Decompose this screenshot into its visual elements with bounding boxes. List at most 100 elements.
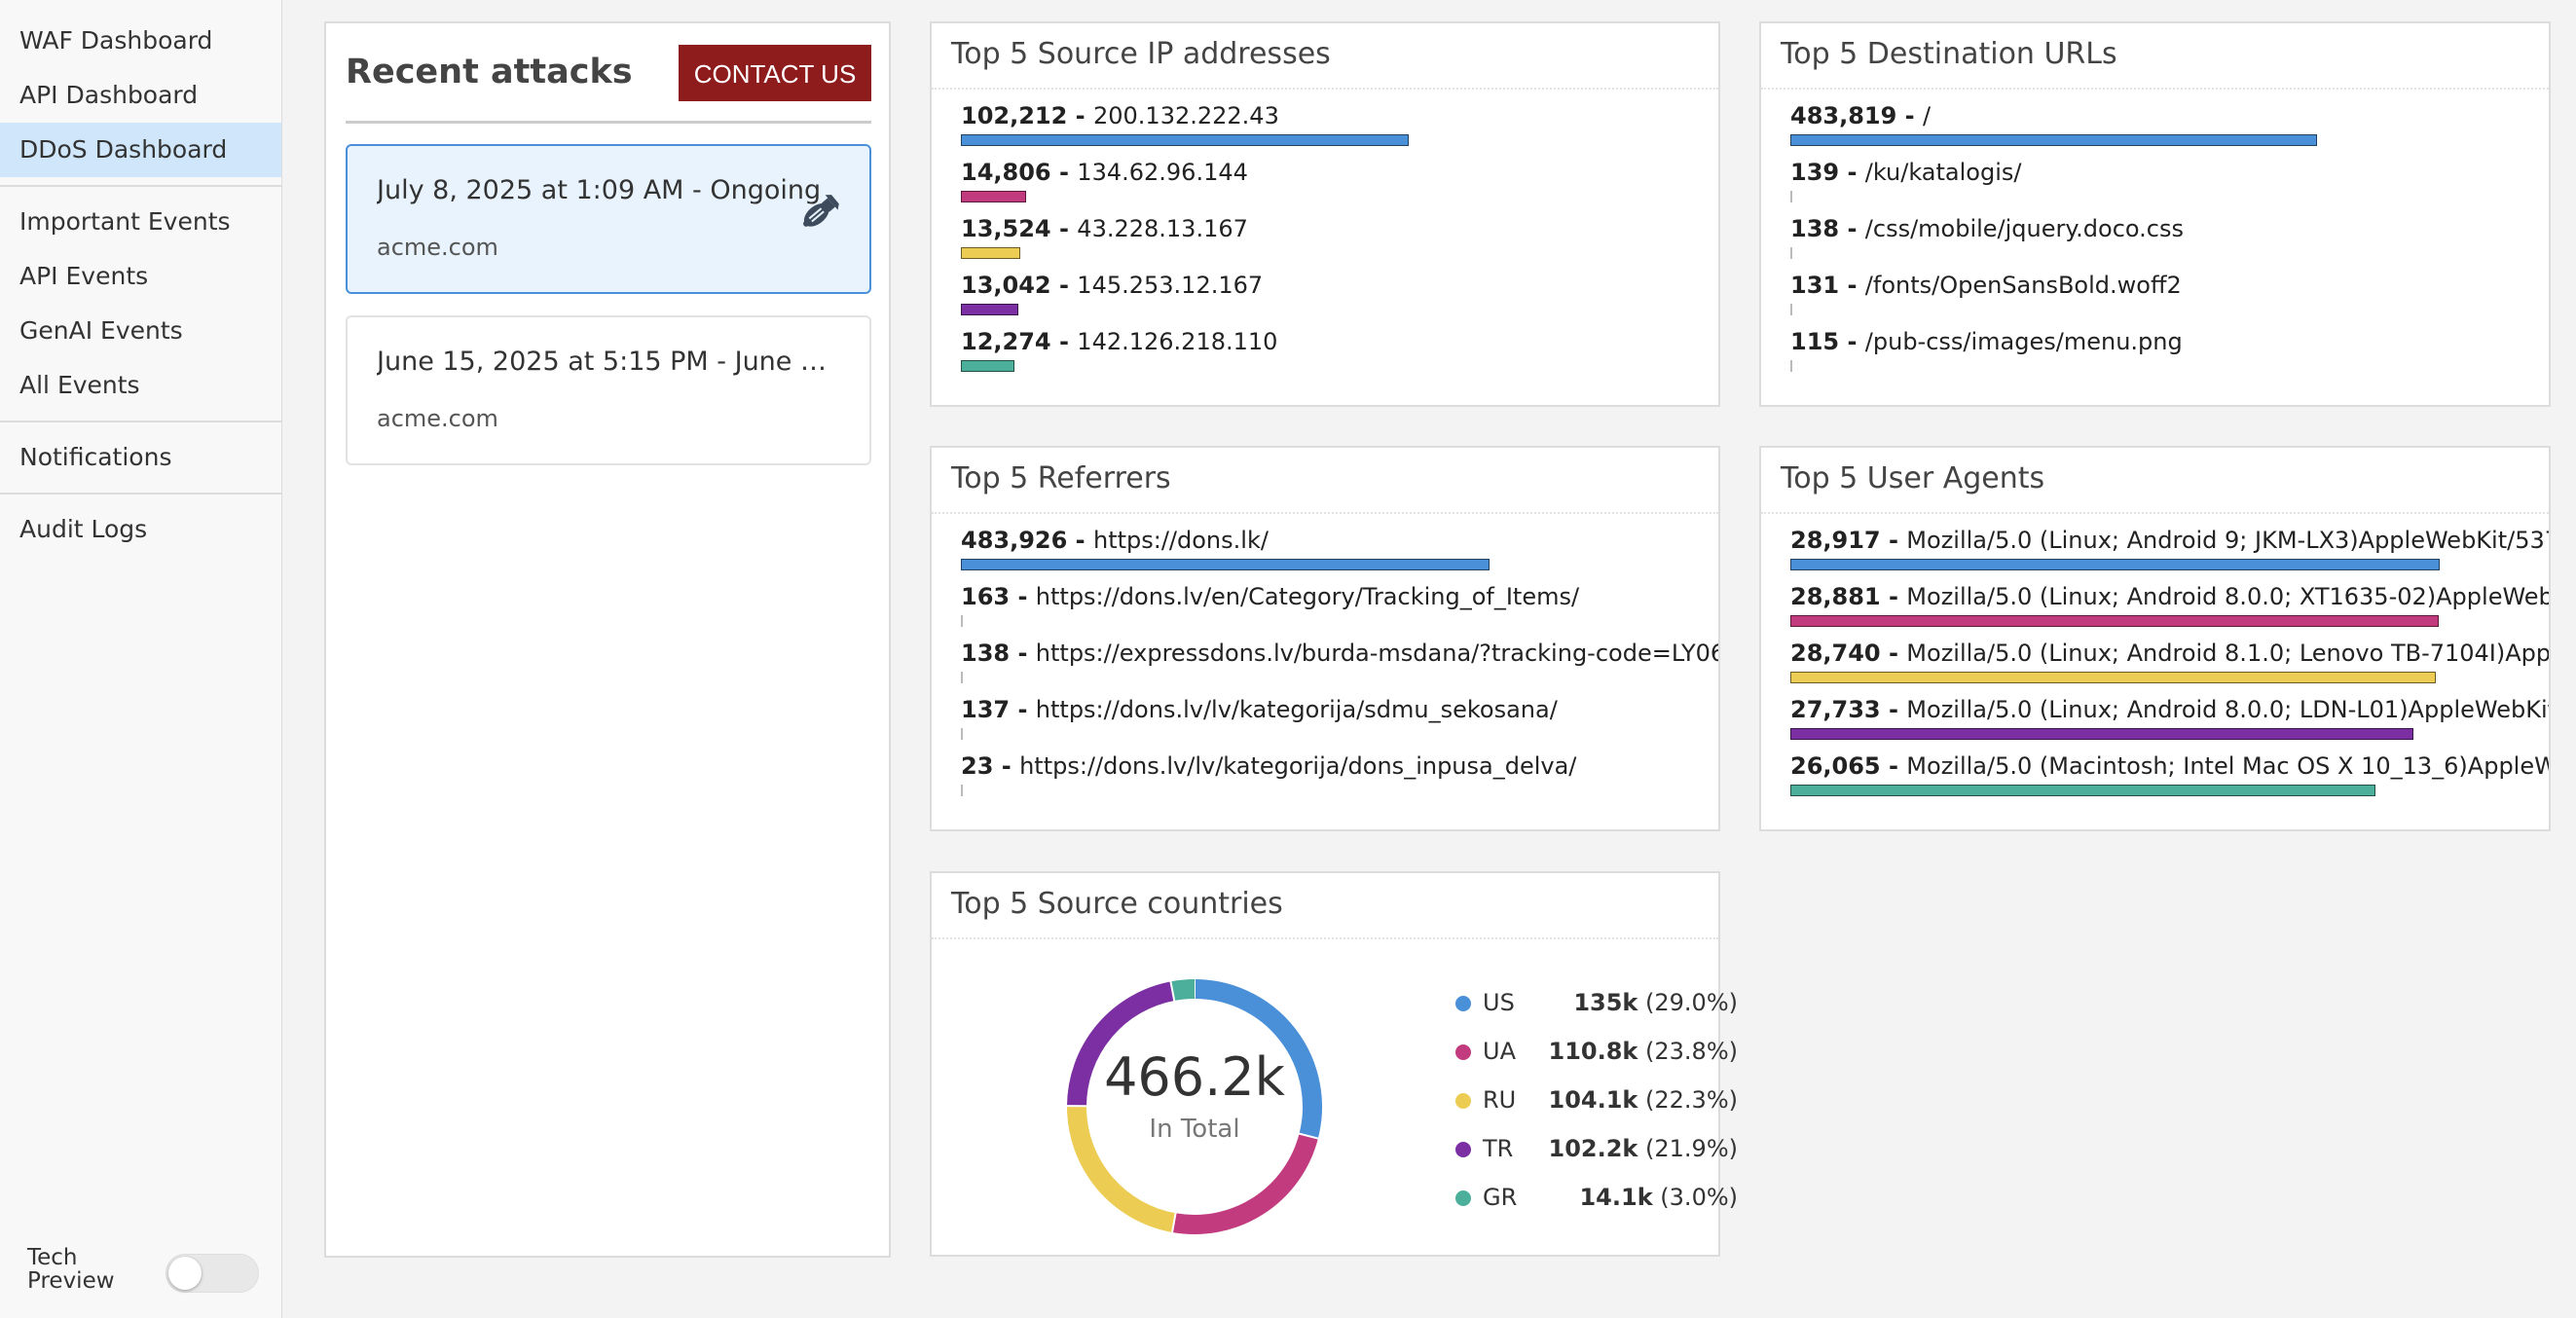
legend-item-us[interactable]: US 135k (29.0%) bbox=[1455, 978, 1738, 1027]
sidebar: WAF Dashboard API Dashboard DDoS Dashboa… bbox=[0, 0, 282, 1318]
legend-item-gr[interactable]: GR 14.1k (3.0%) bbox=[1455, 1173, 1738, 1222]
legend-value: 110.8k (23.8%) bbox=[1549, 1027, 1738, 1076]
bar bbox=[1790, 134, 2317, 146]
bar-row[interactable]: 28,881 - Mozilla/5.0 (Linux; Android 8.0… bbox=[1790, 580, 2549, 637]
nav-notifications[interactable]: Notifications bbox=[19, 443, 172, 471]
bar-label: 163 - https://dons.lv/en/Category/Tracki… bbox=[961, 580, 1718, 613]
bar-row[interactable]: 23 - https://dons.lv/lv/kategorija/dons_… bbox=[961, 750, 1718, 806]
bar bbox=[1790, 191, 1792, 202]
legend-percent: (22.3%) bbox=[1638, 1086, 1738, 1114]
contact-us-button[interactable]: CONTACT US bbox=[679, 45, 871, 101]
legend-dot bbox=[1455, 1142, 1471, 1157]
attack-time: July 8, 2025 at 1:09 AM - Ongoing bbox=[377, 175, 822, 205]
bar-row[interactable]: 12,274 - 142.126.218.110 bbox=[961, 325, 1718, 382]
bar-count: 138 - bbox=[961, 640, 1036, 667]
nav-waf-dashboard[interactable]: WAF Dashboard bbox=[19, 26, 213, 55]
referrers-widget: Top 5 Referrers 483,926 - https://dons.l… bbox=[930, 446, 1720, 831]
bar bbox=[1790, 728, 2413, 740]
nav-divider bbox=[0, 185, 281, 187]
nav-audit-logs[interactable]: Audit Logs bbox=[19, 515, 148, 543]
toggle-knob bbox=[168, 1257, 202, 1290]
bar-row[interactable]: 131 - /fonts/OpenSansBold.woff2 bbox=[1790, 269, 2549, 325]
bar-label: 139 - /ku/katalogis/ bbox=[1790, 156, 2549, 189]
bar-label: 13,524 - 43.228.13.167 bbox=[961, 212, 1718, 245]
bar-label: 12,274 - 142.126.218.110 bbox=[961, 325, 1718, 358]
bar-label: 13,042 - 145.253.12.167 bbox=[961, 269, 1718, 302]
bar-row[interactable]: 115 - /pub-css/images/menu.png bbox=[1790, 325, 2549, 382]
bar-row[interactable]: 13,524 - 43.228.13.167 bbox=[961, 212, 1718, 269]
nav-important-events[interactable]: Important Events bbox=[19, 207, 231, 236]
bar bbox=[961, 247, 1020, 259]
bar-row[interactable]: 28,917 - Mozilla/5.0 (Linux; Android 9; … bbox=[1790, 524, 2549, 580]
bar-row[interactable]: 27,733 - Mozilla/5.0 (Linux; Android 8.0… bbox=[1790, 693, 2549, 750]
nav-api-events[interactable]: API Events bbox=[19, 262, 149, 290]
bar-count: 28,740 - bbox=[1790, 640, 1907, 667]
bar-row[interactable]: 138 - https://expressdons.lv/burda-msdan… bbox=[961, 637, 1718, 693]
bar-count: 483,819 - bbox=[1790, 102, 1923, 129]
bar-row[interactable]: 483,819 - / bbox=[1790, 99, 2549, 156]
widget-title: Top 5 User Agents bbox=[1781, 461, 2045, 495]
legend-value: 14.1k (3.0%) bbox=[1579, 1173, 1738, 1222]
legend-percent: (23.8%) bbox=[1638, 1038, 1738, 1065]
attack-card[interactable]: June 15, 2025 at 5:15 PM - June 15, 2...… bbox=[346, 315, 871, 465]
legend-value: 104.1k (22.3%) bbox=[1549, 1076, 1738, 1124]
donut-total: 466.2k bbox=[1104, 1046, 1285, 1108]
legend-dot bbox=[1455, 996, 1471, 1011]
nav-divider bbox=[0, 421, 281, 422]
bar-value-label: /ku/katalogis/ bbox=[1864, 159, 2022, 186]
bar-row[interactable]: 28,740 - Mozilla/5.0 (Linux; Android 8.1… bbox=[1790, 637, 2549, 693]
bar-value-label: /css/mobile/jquery.doco.css bbox=[1864, 215, 2185, 242]
attack-card[interactable]: July 8, 2025 at 1:09 AM - Ongoing acme.c… bbox=[346, 144, 871, 294]
legend-item-ua[interactable]: UA 110.8k (23.8%) bbox=[1455, 1027, 1738, 1076]
tech-preview-toggle[interactable] bbox=[166, 1254, 259, 1293]
bar-label: 138 - https://expressdons.lv/burda-msdan… bbox=[961, 637, 1718, 670]
donut-slice-gr[interactable] bbox=[1170, 979, 1196, 1002]
nav-ddos-dashboard[interactable]: DDoS Dashboard bbox=[0, 123, 281, 177]
bar-row[interactable]: 137 - https://dons.lv/lv/kategorija/sdmu… bbox=[961, 693, 1718, 750]
bar bbox=[961, 304, 1018, 315]
recent-attacks-title: Recent attacks bbox=[346, 53, 633, 92]
tech-preview-label: Tech Preview bbox=[27, 1245, 115, 1294]
bar bbox=[1790, 304, 1792, 315]
bar-label: 115 - /pub-css/images/menu.png bbox=[1790, 325, 2549, 358]
donut-slice-ua[interactable] bbox=[1172, 1133, 1318, 1234]
widget-title: Top 5 Destination URLs bbox=[1781, 37, 2117, 71]
widget-title: Top 5 Source countries bbox=[951, 887, 1283, 921]
nav-all-events[interactable]: All Events bbox=[19, 371, 140, 399]
legend-item-tr[interactable]: TR 102.2k (21.9%) bbox=[1455, 1124, 1738, 1173]
legend-item-ru[interactable]: RU 104.1k (22.3%) bbox=[1455, 1076, 1738, 1124]
recent-attacks-panel: Recent attacks CONTACT US July 8, 2025 a… bbox=[324, 21, 891, 1258]
bar-row[interactable]: 163 - https://dons.lv/en/Category/Tracki… bbox=[961, 580, 1718, 637]
bar-label: 483,819 - / bbox=[1790, 99, 2549, 132]
bar bbox=[961, 728, 963, 740]
legend-value: 135k (29.0%) bbox=[1573, 978, 1738, 1027]
bar-row[interactable]: 483,926 - https://dons.lk/ bbox=[961, 524, 1718, 580]
donut-separator bbox=[1169, 980, 1176, 1003]
donut-slice-us[interactable] bbox=[1194, 979, 1322, 1139]
bar bbox=[1790, 559, 2440, 570]
nav-genai-events[interactable]: GenAI Events bbox=[19, 316, 183, 345]
bar-label: 28,740 - Mozilla/5.0 (Linux; Android 8.1… bbox=[1790, 637, 2549, 670]
bar-row[interactable]: 14,806 - 134.62.96.144 bbox=[961, 156, 1718, 212]
bar-count: 13,524 - bbox=[961, 215, 1078, 242]
bar-row[interactable]: 13,042 - 145.253.12.167 bbox=[961, 269, 1718, 325]
donut-slice-ru[interactable] bbox=[1067, 1106, 1176, 1232]
bar-value-label: / bbox=[1922, 102, 1932, 129]
bar-row[interactable]: 26,065 - Mozilla/5.0 (Macintosh; Intel M… bbox=[1790, 750, 2549, 806]
bar bbox=[961, 191, 1026, 202]
bar-count: 102,212 - bbox=[961, 102, 1093, 129]
bar-value-label: https://dons.lv/en/Category/Tracking_of_… bbox=[1035, 583, 1580, 610]
nav-api-dashboard[interactable]: API Dashboard bbox=[19, 81, 199, 109]
bar bbox=[1790, 615, 2440, 627]
bar-count: 131 - bbox=[1790, 272, 1865, 299]
bar-row[interactable]: 138 - /css/mobile/jquery.doco.css bbox=[1790, 212, 2549, 269]
bar bbox=[961, 672, 963, 683]
bar-row[interactable]: 102,212 - 200.132.222.43 bbox=[961, 99, 1718, 156]
donut-slice-tr[interactable] bbox=[1067, 981, 1175, 1107]
bar-row[interactable]: 139 - /ku/katalogis/ bbox=[1790, 156, 2549, 212]
legend-value-text: 135k bbox=[1573, 989, 1638, 1016]
attacks-divider bbox=[346, 121, 871, 124]
bar bbox=[1790, 247, 1792, 259]
bar-value-label: Mozilla/5.0 (Macintosh; Intel Mac OS X 1… bbox=[1906, 752, 2549, 780]
bar-label: 28,917 - Mozilla/5.0 (Linux; Android 9; … bbox=[1790, 524, 2549, 557]
